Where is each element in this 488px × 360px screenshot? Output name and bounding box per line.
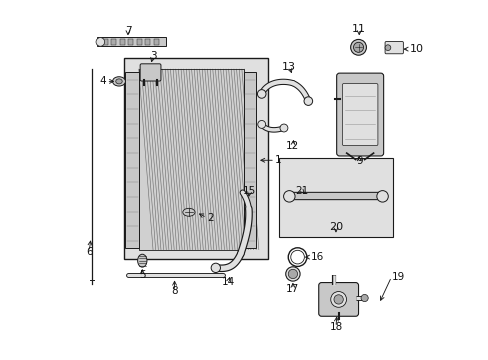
FancyBboxPatch shape: [318, 283, 358, 316]
Text: 11: 11: [351, 24, 366, 35]
Bar: [124, 58, 267, 259]
Ellipse shape: [96, 38, 104, 46]
Text: 6: 6: [86, 247, 92, 257]
Ellipse shape: [330, 292, 346, 307]
Ellipse shape: [257, 121, 265, 129]
Text: 16: 16: [310, 252, 324, 262]
Bar: [128, 39, 133, 45]
Ellipse shape: [304, 97, 312, 105]
Bar: [278, 158, 392, 237]
Ellipse shape: [333, 295, 343, 304]
Text: 13: 13: [282, 62, 296, 72]
Ellipse shape: [360, 294, 367, 302]
Bar: [139, 69, 244, 250]
Text: 8: 8: [171, 286, 178, 296]
Bar: [139, 69, 244, 250]
FancyBboxPatch shape: [336, 73, 383, 156]
Text: 10: 10: [408, 44, 423, 54]
Ellipse shape: [287, 269, 297, 279]
Bar: [136, 39, 142, 45]
Text: 1: 1: [274, 155, 281, 165]
Text: 14: 14: [221, 277, 235, 287]
Ellipse shape: [283, 190, 294, 202]
Bar: [111, 39, 116, 45]
Bar: [145, 39, 150, 45]
Bar: [244, 72, 256, 248]
FancyBboxPatch shape: [384, 41, 403, 54]
Ellipse shape: [183, 208, 195, 216]
Text: 19: 19: [391, 272, 404, 282]
Ellipse shape: [285, 267, 300, 281]
Text: 2: 2: [206, 213, 213, 222]
Ellipse shape: [112, 77, 125, 86]
Ellipse shape: [353, 42, 363, 52]
Text: 9: 9: [355, 156, 362, 166]
Bar: [153, 39, 158, 45]
Ellipse shape: [350, 40, 366, 55]
Ellipse shape: [376, 190, 387, 202]
Bar: [125, 72, 139, 248]
Ellipse shape: [137, 254, 147, 267]
Bar: [120, 39, 124, 45]
FancyBboxPatch shape: [140, 64, 161, 81]
Text: 15: 15: [243, 186, 256, 196]
Ellipse shape: [211, 263, 220, 273]
Ellipse shape: [280, 124, 287, 132]
Text: 20: 20: [328, 222, 342, 231]
Text: 3: 3: [149, 51, 156, 61]
Bar: [97, 37, 165, 46]
Text: 7: 7: [124, 26, 131, 36]
Ellipse shape: [116, 79, 122, 84]
Text: 5: 5: [139, 270, 145, 280]
Ellipse shape: [257, 90, 265, 98]
Text: 4: 4: [100, 76, 106, 86]
FancyBboxPatch shape: [342, 84, 377, 145]
Text: 21: 21: [295, 186, 308, 196]
Text: 17: 17: [285, 284, 299, 294]
Ellipse shape: [384, 45, 390, 50]
Bar: [102, 39, 108, 45]
Text: 12: 12: [285, 141, 299, 151]
Text: 18: 18: [328, 322, 342, 332]
